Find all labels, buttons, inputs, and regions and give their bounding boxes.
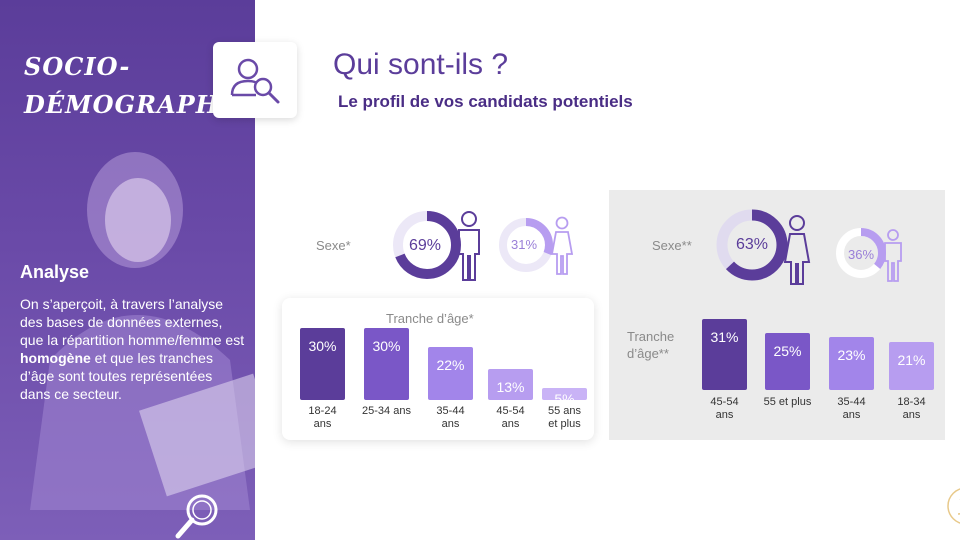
age-bar-category-line2: ans [715,409,734,421]
age-bar: 23% [829,337,874,390]
page-title: Qui sont-ils ? [333,48,509,81]
brand-emblem-icon [947,488,960,524]
age-bar-category: 18-24 ans [292,405,353,431]
age-bar-category-line1: 18-24 [308,405,337,417]
male-share-donut [393,211,461,279]
age-label-right-line1: Tranche [627,329,675,344]
age-bar-category: 55 et plus [757,396,818,409]
female-pct-label-right: 63% [736,236,769,253]
age-bar: 30% [364,328,409,400]
female-share-donut-right [716,209,788,281]
user-search-icon [230,58,280,104]
age-bar-category-line1: 35-44 [837,396,866,408]
age-label-right: Tranche d’âge** [627,328,674,362]
page-subtitle: Le profil de vos candidats potentiels [338,92,633,111]
age-bar-category-line1: 45-54 [710,396,739,408]
analyse-heading: Analyse [20,262,90,282]
male-share-donut-right [836,228,886,278]
age-bar-category: 45-54 ans [694,396,755,422]
age-bar-category: 45-54 ans [480,405,541,431]
age-bar: 31% [702,318,747,390]
age-bar: 13% [488,368,533,400]
man-icon-right [884,229,902,282]
age-bar-category-line2: ans [313,418,332,430]
section-title-line1: SOCIO- [24,52,131,81]
male-share-arc [393,211,461,279]
age-bar-category-line2: ans [842,409,861,421]
age-bar-category-line1: 55 et plus [763,396,812,408]
sex-label-right: Sexe** [652,238,692,253]
magnifier-icon [175,494,218,539]
sex-label-left: Sexe* [316,238,351,253]
analyse-text: On s’aperçoit, à travers l’analyse des b… [20,295,245,403]
age-bar-category-line1: 45-54 [496,405,525,417]
female-pct-label-left: 31% [511,237,538,252]
woman-icon-right [783,215,811,285]
male-pct-label-left: 69% [409,237,442,254]
header-icon-card [213,42,297,118]
analyse-text-bold: homogène [20,350,91,366]
age-bar-category-line1: 55 ans [547,405,582,417]
age-bar-category: 35-44 ans [821,396,882,422]
age-bar-category: 25-34 ans [356,405,417,418]
age-bar-category-line1: 25-34 ans [362,405,411,417]
female-share-arc-right [716,209,788,281]
age-bar-category: 18-34 ans [881,396,942,422]
age-label-left: Tranche d’âge* [386,311,474,326]
female-share-donut [499,218,553,272]
age-bar: 22% [428,347,473,400]
sidebar: SOCIO- DÉMOGRAPHIQUE Analyse On s’aperço… [0,0,255,540]
analyse-text-part2: et que les tranches d’âge sont toutes re… [20,350,213,402]
male-share-arc-right [836,228,886,278]
age-bar: 5% [542,388,587,407]
man-icon [458,211,480,281]
age-bar: 21% [889,341,934,390]
analyse-text-part1: On s’aperçoit, à travers l’analyse des b… [20,296,245,348]
male-pct-label-right: 36% [848,247,875,262]
age-bar-category-line2: ans [501,418,520,430]
age-label-right-line2: d’âge** [627,346,669,361]
age-bar-category-line1: 35-44 [436,405,465,417]
age-bar-category-line2: et plus [548,418,581,430]
age-bar: 25% [765,332,810,390]
age-bar-category-line1: 18-34 [897,396,926,408]
person-photo [30,152,255,510]
age-bar-category-line2: ans [441,418,460,430]
female-share-arc [499,218,553,272]
age-bar-category: 35-44 ans [420,405,481,431]
woman-icon [550,216,574,275]
age-bar: 30% [300,328,345,400]
age-bar-category-line2: ans [902,409,921,421]
age-bar-category: 55 ans et plus [534,405,595,431]
